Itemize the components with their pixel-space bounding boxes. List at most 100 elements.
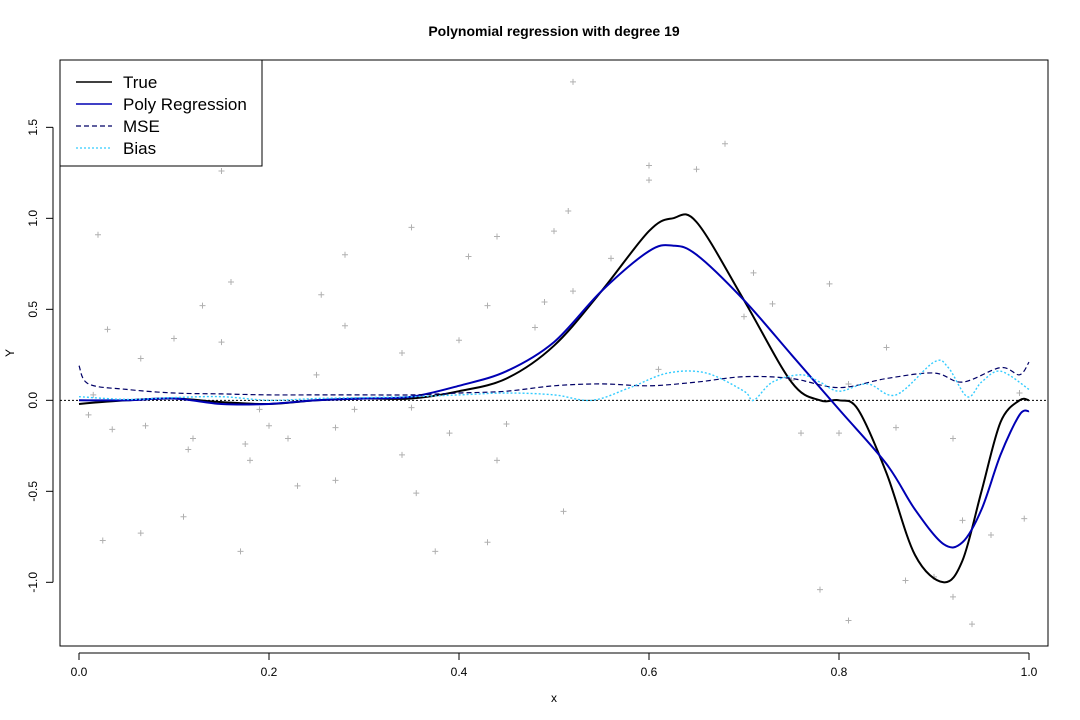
data-point <box>408 404 415 411</box>
data-point <box>180 513 187 520</box>
data-point <box>560 508 567 515</box>
data-point <box>693 166 700 173</box>
y-tick-label: 1.5 <box>26 119 40 136</box>
y-axis-label: Y <box>3 349 17 357</box>
y-tick-label: 0.0 <box>26 392 40 409</box>
data-point <box>1021 515 1028 522</box>
data-point <box>893 424 899 431</box>
x-tick-label: 0.6 <box>641 665 658 679</box>
series-line-true <box>78 213 1030 584</box>
data-point <box>266 422 272 429</box>
data-point <box>950 593 956 600</box>
data-point <box>332 477 339 484</box>
data-point <box>399 451 405 458</box>
data-point <box>104 326 111 333</box>
data-point <box>90 391 97 398</box>
data-point <box>171 335 177 342</box>
series-line-mse <box>78 361 1030 396</box>
data-point <box>655 366 662 373</box>
data-point <box>836 430 842 437</box>
data-point <box>218 339 225 346</box>
data-point <box>769 300 776 307</box>
data-point <box>408 224 415 231</box>
data-point <box>137 355 144 362</box>
data-point <box>959 517 966 524</box>
data-point <box>750 269 757 276</box>
data-point <box>85 411 92 418</box>
x-tick-label: 1.0 <box>1021 665 1038 679</box>
data-points <box>85 78 1028 628</box>
data-point <box>541 299 548 306</box>
data-point <box>285 435 291 442</box>
x-axis-label: x <box>551 691 557 705</box>
data-point <box>570 78 576 85</box>
data-point <box>969 621 975 628</box>
data-point <box>318 291 325 298</box>
series-line-bias <box>78 359 1030 402</box>
data-point <box>99 537 106 544</box>
data-point <box>1016 390 1023 397</box>
legend: True Poly Regression MSE Bias <box>59 59 263 167</box>
series-lines <box>78 213 1030 584</box>
data-point <box>228 279 234 286</box>
legend-label: Poly Regression <box>123 95 247 114</box>
data-point <box>247 457 253 464</box>
data-point <box>332 424 339 431</box>
data-point <box>817 586 823 593</box>
data-point <box>95 231 101 238</box>
data-point <box>845 380 852 387</box>
data-point <box>608 255 614 262</box>
data-point <box>494 233 500 240</box>
data-point <box>722 140 728 147</box>
data-point <box>741 313 747 320</box>
y-axis: -1.0 -0.5 0.0 0.5 1.0 1.5 <box>26 119 54 593</box>
data-point <box>826 280 833 287</box>
data-point <box>313 371 320 378</box>
data-point <box>109 426 116 433</box>
data-point <box>902 577 909 584</box>
y-tick-label: 0.5 <box>26 301 40 318</box>
data-point <box>494 457 500 464</box>
data-point <box>532 324 538 331</box>
data-point <box>883 344 890 351</box>
data-point <box>413 490 420 497</box>
x-tick-label: 0.8 <box>831 665 848 679</box>
data-point <box>242 440 249 447</box>
chart-title: Polynomial regression with degree 19 <box>428 23 680 39</box>
data-point <box>137 530 144 537</box>
y-tick-label: 1.0 <box>26 210 40 227</box>
data-point <box>342 322 348 329</box>
x-tick-label: 0.4 <box>451 665 468 679</box>
data-point <box>185 446 192 453</box>
data-point <box>484 302 491 309</box>
data-point <box>199 302 206 309</box>
data-point <box>465 253 472 260</box>
data-point <box>190 435 196 442</box>
data-point <box>646 162 652 169</box>
x-tick-label: 0.2 <box>261 665 278 679</box>
data-point <box>503 420 510 427</box>
data-point <box>218 168 225 175</box>
data-point <box>256 406 263 413</box>
data-point <box>845 617 852 624</box>
data-point <box>484 539 491 546</box>
data-point <box>646 177 652 184</box>
data-point <box>399 350 405 356</box>
data-point <box>446 430 453 437</box>
legend-label: True <box>123 73 157 92</box>
legend-label: Bias <box>123 139 156 158</box>
data-point <box>456 337 462 344</box>
data-point <box>351 406 358 413</box>
data-point <box>294 482 301 489</box>
x-axis: 0.0 0.2 0.4 0.6 0.8 1.0 <box>71 652 1038 679</box>
data-point <box>432 548 439 555</box>
data-point <box>798 430 804 437</box>
data-point <box>551 228 557 235</box>
series-line-poly-regression <box>78 244 1030 549</box>
data-point <box>988 531 994 538</box>
data-point <box>565 208 572 215</box>
x-tick-label: 0.0 <box>71 665 88 679</box>
legend-label: MSE <box>123 117 160 136</box>
y-tick-label: -1.0 <box>26 572 40 593</box>
